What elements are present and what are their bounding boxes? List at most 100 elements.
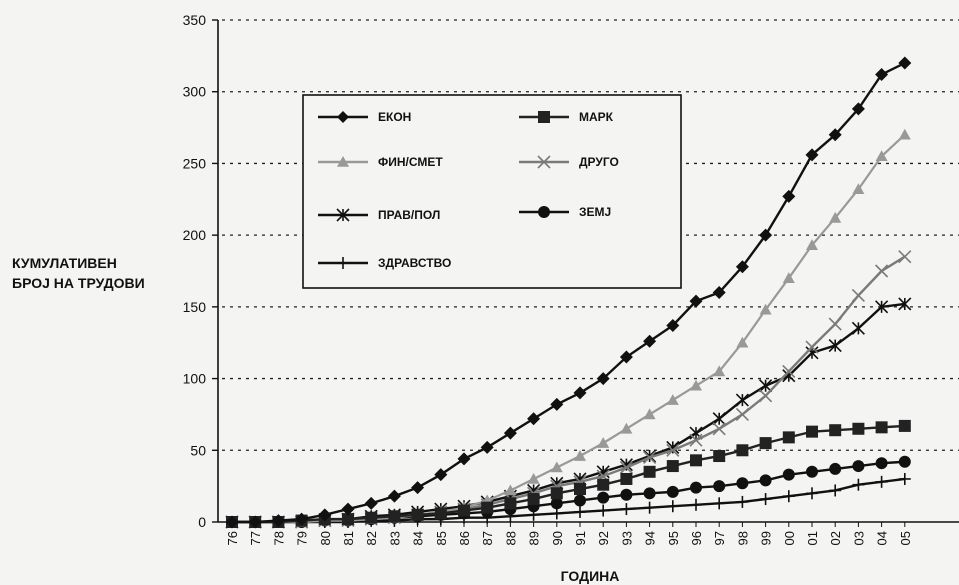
series-ДРУГО xyxy=(225,250,912,529)
legend-entry: ДРУГО xyxy=(519,155,619,169)
x-tick-label: 92 xyxy=(596,531,611,545)
x-tick-label: 84 xyxy=(411,531,426,545)
legend-entry: ЕКОН xyxy=(318,110,411,124)
data-point xyxy=(537,155,551,169)
series-layer xyxy=(225,56,912,529)
data-point xyxy=(457,452,471,466)
x-tick-label: 02 xyxy=(828,531,843,545)
data-point xyxy=(759,379,773,393)
data-point xyxy=(434,507,447,520)
data-point xyxy=(434,468,448,482)
data-point xyxy=(805,148,819,162)
data-point xyxy=(596,372,610,386)
data-point xyxy=(898,128,911,140)
series-ЕКОН xyxy=(225,56,912,529)
data-point xyxy=(458,504,470,517)
legend-label: ФИН/СМЕТ xyxy=(378,155,443,169)
data-point xyxy=(666,443,680,457)
data-point xyxy=(759,493,772,506)
data-point xyxy=(504,497,517,510)
data-point xyxy=(759,437,772,450)
series-line xyxy=(232,302,905,524)
data-point xyxy=(782,431,795,444)
x-tick-label: 03 xyxy=(851,531,866,545)
data-point xyxy=(387,489,401,503)
x-tick-label: 97 xyxy=(712,531,727,545)
data-point xyxy=(875,264,889,278)
x-tick-label: 86 xyxy=(457,531,472,545)
data-point xyxy=(574,494,586,507)
data-point xyxy=(829,462,842,475)
x-tick-label: 79 xyxy=(295,531,310,545)
data-point xyxy=(852,478,865,491)
x-tick-label: 95 xyxy=(666,531,681,545)
x-tick-label: 99 xyxy=(759,531,774,545)
data-point xyxy=(782,272,795,283)
data-point xyxy=(538,206,550,218)
legend-entry: ЗЕМЈ xyxy=(519,205,611,219)
data-point xyxy=(365,511,378,524)
x-tick-label: 81 xyxy=(341,531,356,545)
x-tick-label: 85 xyxy=(434,531,449,545)
x-tick-label: 00 xyxy=(782,531,797,545)
data-point xyxy=(782,490,795,503)
data-point xyxy=(666,460,679,473)
data-point xyxy=(851,321,865,335)
data-point xyxy=(736,336,749,348)
x-tick-label: 76 xyxy=(225,531,240,545)
data-point xyxy=(225,515,239,529)
legend-label: ЗЕМЈ xyxy=(579,205,611,219)
x-tick-label: 96 xyxy=(689,531,704,545)
data-point xyxy=(712,422,726,436)
data-point xyxy=(829,484,842,497)
data-point xyxy=(875,421,888,434)
data-point xyxy=(666,485,679,498)
data-point xyxy=(337,257,349,269)
data-point xyxy=(875,475,888,488)
data-point xyxy=(643,465,656,478)
data-point xyxy=(898,419,911,432)
data-point xyxy=(666,394,679,405)
data-point xyxy=(619,350,633,364)
data-point xyxy=(271,514,285,528)
data-point xyxy=(852,183,865,195)
data-point xyxy=(620,503,633,516)
data-point xyxy=(643,450,657,465)
legend-label: ЕКОН xyxy=(378,110,411,124)
data-point xyxy=(643,334,657,348)
data-point xyxy=(736,444,749,457)
data-point xyxy=(689,433,703,447)
data-point xyxy=(337,111,349,123)
y-tick-label: 250 xyxy=(183,155,207,171)
data-point xyxy=(527,472,540,484)
legend-entry: МАРК xyxy=(519,110,614,124)
y-tick-label: 50 xyxy=(190,442,206,458)
data-point xyxy=(550,497,563,510)
data-point xyxy=(759,389,773,403)
data-point xyxy=(620,422,633,434)
y-tick-label: 100 xyxy=(183,371,207,387)
x-tick-label: 83 xyxy=(387,531,402,545)
y-axis-label-line-1: КУМУЛАТИВЕН xyxy=(12,255,117,271)
data-point xyxy=(689,294,703,308)
data-point xyxy=(336,208,350,222)
data-point xyxy=(712,286,726,300)
data-point xyxy=(690,454,702,467)
data-point xyxy=(735,407,749,421)
data-point xyxy=(504,484,517,496)
data-point xyxy=(851,288,865,302)
data-point xyxy=(666,500,679,513)
data-point xyxy=(690,379,702,391)
y-tick-label: 300 xyxy=(183,84,207,100)
x-tick-label: 82 xyxy=(364,531,379,545)
data-point xyxy=(573,386,587,400)
x-tick-label: 78 xyxy=(271,531,286,545)
data-point xyxy=(713,450,726,463)
data-point xyxy=(759,303,772,315)
data-point xyxy=(411,481,425,495)
data-point xyxy=(411,508,424,521)
data-point xyxy=(666,319,680,333)
data-point xyxy=(805,340,819,354)
data-point xyxy=(538,111,550,123)
